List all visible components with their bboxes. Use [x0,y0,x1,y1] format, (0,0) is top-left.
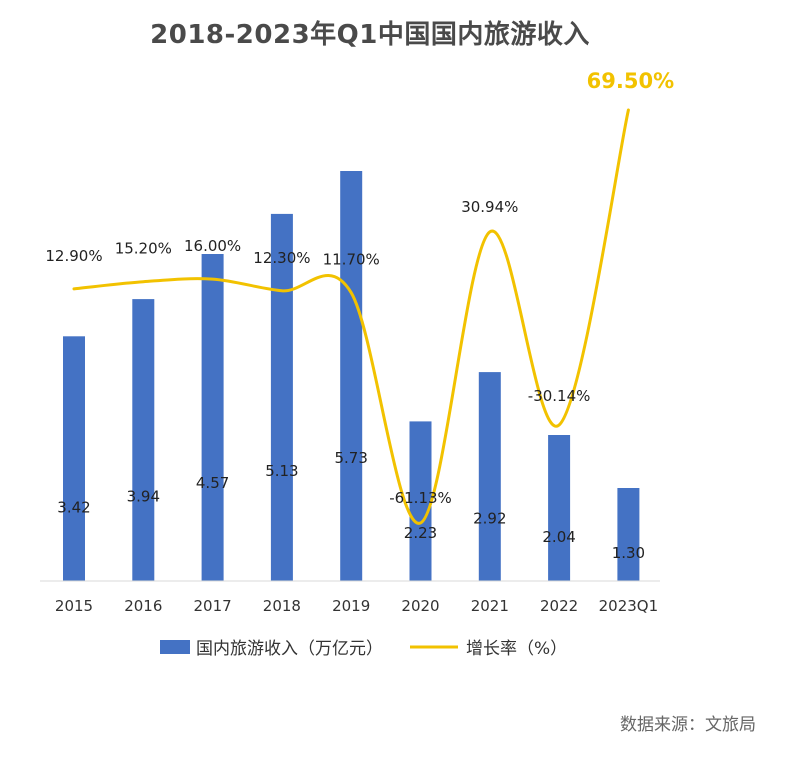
bar-2015 [63,336,85,581]
bar-2016 [132,299,155,581]
growth-value-label: 11.70% [323,251,380,269]
bars-layer [63,171,640,581]
source-note: 数据来源：文旅局 [620,715,756,735]
x-tick-label: 2021 [471,597,509,615]
bar-value-label: 3.94 [127,487,160,505]
growth-value-label: -30.14% [528,387,591,405]
bar-2021 [478,372,501,581]
bar-2023Q1 [617,488,640,581]
bar-2018 [270,213,293,581]
legend: 国内旅游收入（万亿元） 增长率（%） [160,639,567,659]
x-tick-label: 2017 [194,597,232,615]
growth-value-label: 15.20% [115,240,172,258]
growth-rate-line [72,108,630,525]
bar-value-label: 5.13 [265,462,298,480]
bar-value-label: 2.04 [542,528,575,546]
bar-value-label: 2.92 [473,509,506,527]
growth-value-label: 16.00% [184,237,241,255]
growth-value-label: 12.90% [45,247,102,265]
x-tick-label: 2018 [263,597,301,615]
line-labels-layer: 12.90% 15.20% 16.00% 12.30% 11.70% -61.13% 30.… [45,69,674,507]
bar-value-label: 3.42 [57,499,90,517]
x-tick-labels: 2015 2016 2017 2018 2019 2020 2021 2022 2023Q1 [55,597,658,615]
x-tick-label: 2022 [540,597,578,615]
bar-2020 [409,421,432,581]
bar-2019 [340,171,363,581]
x-tick-label: 2023Q1 [599,597,659,615]
growth-value-label: 69.50% [587,69,674,93]
chart-title: 2018-2023年Q1中国国内旅游收入 [150,20,590,50]
legend-line-label: 增长率（%） [466,639,567,659]
legend-bar-swatch [160,640,190,654]
growth-value-label: -61.13% [389,489,452,507]
x-tick-label: 2015 [55,597,93,615]
x-tick-label: 2020 [401,597,439,615]
x-tick-label: 2016 [124,597,162,615]
bar-value-label: 1.30 [612,544,645,562]
growth-value-label: 12.30% [253,249,310,267]
bar-labels-layer: 3.42 3.94 4.57 5.13 5.73 2.23 2.92 2.04 1.30 [57,449,645,562]
bar-value-label: 2.23 [404,524,437,542]
bar-value-label: 5.73 [334,449,367,467]
growth-value-label: 30.94% [461,198,518,216]
bar-2017 [201,254,224,581]
x-tick-label: 2019 [332,597,370,615]
bar-value-label: 4.57 [196,474,229,492]
bar-2022 [548,435,571,581]
legend-bar-label: 国内旅游收入（万亿元） [196,639,383,659]
